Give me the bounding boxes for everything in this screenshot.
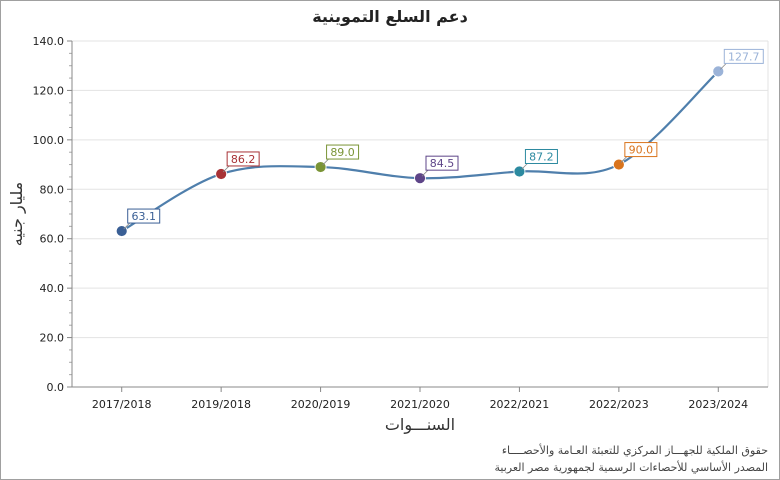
data-label-box [524,148,558,164]
x-tick-label: 2020/2019 [291,398,351,411]
data-label-box [624,142,658,158]
data-label-leader [620,156,628,163]
data-label: 89.0 [330,146,355,159]
copyright-note: حقوق الملكية للجهـــاز المركزي للتعبئة ا… [501,444,768,457]
y-tick-label: 60.0 [40,233,65,246]
y-axis-title: مليار جنيه [7,182,27,247]
chart-title: دعم السلع التموينية [312,7,468,26]
data-label-box [127,208,161,224]
x-tick-label: 2017/2018 [92,398,152,411]
data-label-leader [222,165,230,173]
y-tick-label: 20.0 [40,332,65,345]
source-note: المصدر الأساسي للأحصاءات الرسمية لجمهوري… [494,461,768,474]
data-label-leader [720,63,727,70]
x-tick-label: 2021/2020 [390,398,450,411]
y-tick-label: 80.0 [40,183,65,196]
y-tick-label: 120.0 [33,84,65,97]
data-labels: 63.1 86.2 89.0 84.5 87.2 90.0 127.7 [123,48,764,230]
data-label-box [723,48,764,64]
x-tick-label: 2022/2021 [490,398,550,411]
data-label-leader [521,163,528,170]
data-label: 84.5 [430,157,455,170]
x-tick-label: 2022/2023 [589,398,649,411]
data-label: 87.2 [529,150,554,163]
x-tick-label: 2019/2018 [191,398,251,411]
axes: 0.0 20.0 40.0 60.0 80.0 100.0 120.0 140.0 2017/2… [33,35,768,411]
y-tick-label: 40.0 [40,282,65,295]
x-axis-title: السنـــوات [385,415,455,435]
data-label-box [226,151,260,167]
data-label-leader [123,222,130,230]
data-label-box [425,155,459,171]
data-label: 86.2 [231,153,256,166]
gridlines [72,40,769,388]
x-tick-label: 2023/2024 [688,398,748,411]
data-label: 127.7 [728,50,760,63]
y-tick-label: 0.0 [47,381,65,394]
data-label-leader [322,158,329,166]
data-label: 63.1 [131,210,156,223]
y-tick-label: 100.0 [33,134,65,147]
data-label: 90.0 [629,144,654,157]
y-tick-label: 140.0 [33,35,65,48]
data-label-leader [421,169,429,177]
data-label-box [326,144,360,160]
